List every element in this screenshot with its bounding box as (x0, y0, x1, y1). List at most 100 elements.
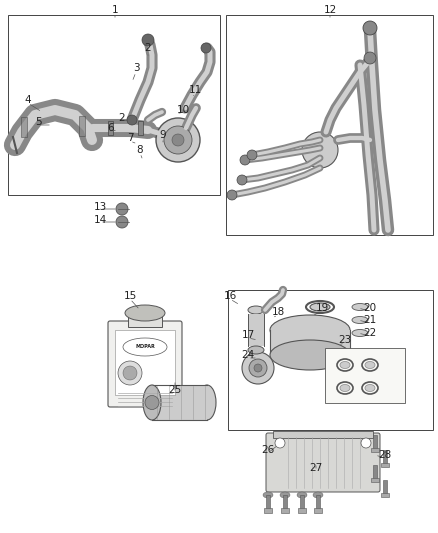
Bar (264, 508, 272, 513)
FancyBboxPatch shape (108, 321, 182, 407)
Circle shape (156, 118, 200, 162)
Bar (108, 121, 113, 135)
Bar (228, 290, 433, 430)
Ellipse shape (365, 361, 375, 368)
Ellipse shape (248, 306, 264, 314)
Text: 27: 27 (309, 463, 323, 473)
Ellipse shape (263, 492, 273, 498)
Bar (79, 116, 85, 136)
Bar (383, 450, 387, 465)
Text: 16: 16 (223, 291, 237, 301)
Ellipse shape (280, 492, 290, 498)
Text: 12: 12 (323, 5, 337, 15)
Bar (325, 348, 405, 403)
Bar (226, 15, 433, 235)
Bar (381, 463, 389, 467)
Ellipse shape (340, 384, 350, 392)
Bar (373, 435, 377, 450)
Text: 24: 24 (241, 350, 254, 360)
Circle shape (116, 203, 128, 215)
Bar (371, 478, 379, 482)
Circle shape (227, 190, 237, 200)
Text: 1: 1 (112, 5, 118, 15)
Text: 9: 9 (160, 130, 166, 140)
Bar (316, 495, 320, 510)
Text: 10: 10 (177, 105, 190, 115)
Circle shape (247, 150, 257, 160)
Bar (248, 314, 264, 346)
Circle shape (364, 52, 376, 64)
Bar (371, 448, 379, 452)
Text: 19: 19 (315, 303, 328, 313)
Ellipse shape (352, 303, 368, 311)
Ellipse shape (198, 385, 216, 420)
Text: 21: 21 (364, 315, 377, 325)
Text: 5: 5 (35, 117, 41, 127)
Text: 26: 26 (261, 445, 275, 455)
Ellipse shape (297, 492, 307, 498)
Circle shape (118, 361, 142, 385)
Text: 22: 22 (364, 328, 377, 338)
Bar (21, 117, 27, 137)
Bar (128, 313, 162, 327)
Circle shape (116, 216, 128, 228)
Bar (270, 330, 350, 355)
Bar (115, 330, 175, 395)
Circle shape (242, 352, 274, 384)
Ellipse shape (270, 315, 350, 345)
Circle shape (145, 395, 159, 409)
Ellipse shape (310, 303, 330, 311)
Ellipse shape (123, 338, 167, 356)
Text: 18: 18 (272, 307, 285, 317)
FancyBboxPatch shape (266, 433, 380, 492)
Circle shape (164, 126, 192, 154)
Text: 15: 15 (124, 291, 137, 301)
Circle shape (240, 155, 250, 165)
Circle shape (249, 359, 267, 377)
Ellipse shape (313, 492, 323, 498)
Circle shape (275, 438, 285, 448)
Bar (300, 495, 304, 510)
Bar (298, 508, 306, 513)
Text: 11: 11 (188, 85, 201, 95)
Ellipse shape (352, 317, 368, 324)
Bar (8, 15, 220, 195)
Bar (273, 431, 373, 438)
Text: 14: 14 (93, 215, 106, 225)
Circle shape (201, 43, 211, 53)
Text: 13: 13 (93, 202, 106, 212)
Text: 17: 17 (241, 330, 254, 340)
Text: MOPAR: MOPAR (135, 344, 155, 350)
Bar (281, 508, 289, 513)
Circle shape (142, 34, 154, 46)
Ellipse shape (270, 340, 350, 370)
Ellipse shape (340, 361, 350, 368)
Text: 20: 20 (364, 303, 377, 313)
Bar (138, 121, 143, 135)
Circle shape (302, 132, 338, 168)
Text: 25: 25 (168, 385, 182, 395)
Circle shape (172, 134, 184, 146)
Bar (381, 493, 389, 497)
Circle shape (237, 175, 247, 185)
Ellipse shape (125, 305, 165, 321)
Bar (373, 465, 377, 480)
Text: 6: 6 (108, 123, 114, 133)
Bar (314, 508, 322, 513)
Ellipse shape (352, 329, 368, 336)
Bar (383, 480, 387, 495)
Circle shape (363, 21, 377, 35)
Ellipse shape (248, 346, 264, 354)
Ellipse shape (143, 385, 161, 420)
Bar (266, 495, 270, 510)
Circle shape (361, 438, 371, 448)
Circle shape (123, 366, 137, 380)
Circle shape (254, 364, 262, 372)
Bar (283, 495, 287, 510)
Text: 7: 7 (127, 133, 133, 143)
Text: 2: 2 (119, 113, 125, 123)
Ellipse shape (365, 384, 375, 392)
Text: 8: 8 (137, 145, 143, 155)
Text: 4: 4 (25, 95, 31, 105)
Text: 28: 28 (378, 450, 392, 460)
